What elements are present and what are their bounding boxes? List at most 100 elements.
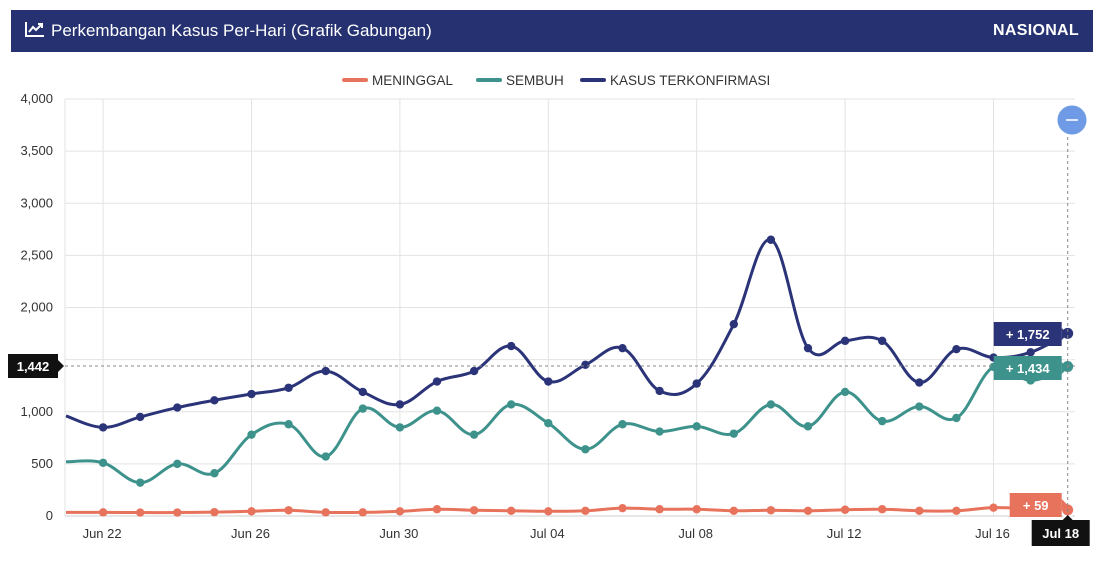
data-point-sembuh[interactable] xyxy=(469,430,479,439)
data-point-sembuh[interactable] xyxy=(432,406,442,415)
y-tick-label: 0 xyxy=(46,508,53,523)
data-point-sembuh[interactable] xyxy=(915,402,924,411)
data-point-sembuh[interactable] xyxy=(284,420,293,429)
data-point-kasus[interactable] xyxy=(655,386,664,396)
y-tick-label: 1,000 xyxy=(20,404,53,419)
data-point-meninggal[interactable] xyxy=(803,506,813,515)
data-point-meninggal[interactable] xyxy=(618,503,627,513)
data-point-kasus[interactable] xyxy=(692,379,701,388)
data-point-meninggal[interactable] xyxy=(247,507,256,516)
data-point-kasus[interactable] xyxy=(247,389,256,399)
x-tick-label: Jun 22 xyxy=(83,526,122,541)
data-point-meninggal[interactable] xyxy=(469,506,479,515)
legend-label-meninggal[interactable]: MENINGGAL xyxy=(372,73,454,88)
data-point-meninggal[interactable] xyxy=(655,505,664,514)
data-point-kasus[interactable] xyxy=(469,366,479,376)
data-point-kasus[interactable] xyxy=(878,336,887,346)
data-point-meninggal[interactable] xyxy=(952,506,961,515)
data-point-sembuh[interactable] xyxy=(655,427,664,436)
tooltip-value-kasus: + 1,752 xyxy=(1006,327,1050,342)
data-point-kasus[interactable] xyxy=(358,387,367,397)
data-point-kasus[interactable] xyxy=(915,378,924,387)
x-tick-label: Jun 26 xyxy=(231,526,270,541)
crosshair-y-label-arrow xyxy=(58,360,64,372)
data-point-sembuh[interactable] xyxy=(840,387,850,397)
data-point-sembuh[interactable] xyxy=(247,430,256,439)
data-point-kasus[interactable] xyxy=(507,341,516,351)
data-point-kasus[interactable] xyxy=(840,336,850,346)
data-point-meninggal[interactable] xyxy=(581,506,590,515)
data-point-kasus[interactable] xyxy=(432,377,442,386)
data-point-kasus[interactable] xyxy=(321,366,330,376)
tooltip-arrow-kasus xyxy=(1061,328,1068,340)
data-point-kasus[interactable] xyxy=(618,343,627,353)
data-point-meninggal[interactable] xyxy=(210,507,219,517)
data-point-kasus[interactable] xyxy=(210,396,219,405)
tooltip-arrow-sembuh xyxy=(1061,362,1068,374)
data-point-kasus[interactable] xyxy=(136,412,145,422)
x-tick-label: Jul 16 xyxy=(975,526,1010,541)
data-point-sembuh[interactable] xyxy=(544,419,553,428)
data-point-meninggal[interactable] xyxy=(173,508,182,517)
data-point-sembuh[interactable] xyxy=(136,478,145,487)
data-point-sembuh[interactable] xyxy=(952,413,961,423)
chart-title: Perkembangan Kasus Per-Hari (Grafik Gabu… xyxy=(51,21,432,40)
data-point-meninggal[interactable] xyxy=(766,506,776,515)
data-point-kasus[interactable] xyxy=(581,360,590,370)
data-point-sembuh[interactable] xyxy=(358,404,367,413)
chart-header-left: Perkembangan Kasus Per-Hari (Grafik Gabu… xyxy=(25,21,432,42)
x-tick-label: Jul 04 xyxy=(530,526,565,541)
data-point-sembuh[interactable] xyxy=(803,422,813,431)
data-point-sembuh[interactable] xyxy=(729,429,738,438)
data-point-meninggal[interactable] xyxy=(395,507,405,516)
y-tick-label: 3,000 xyxy=(20,195,53,210)
data-point-sembuh[interactable] xyxy=(618,420,627,429)
data-point-sembuh[interactable] xyxy=(98,458,108,468)
data-point-meninggal[interactable] xyxy=(358,508,367,517)
data-point-sembuh[interactable] xyxy=(581,445,590,454)
data-point-sembuh[interactable] xyxy=(766,400,776,409)
data-point-meninggal[interactable] xyxy=(840,505,850,514)
legend-label-sembuh[interactable]: SEMBUH xyxy=(506,73,564,88)
tooltip-box-sembuh xyxy=(993,356,1062,380)
data-point-meninggal[interactable] xyxy=(98,508,108,517)
data-point-sembuh[interactable] xyxy=(692,422,701,431)
data-point-kasus[interactable] xyxy=(98,423,108,432)
data-point-kasus[interactable] xyxy=(803,343,813,353)
data-point-sembuh[interactable] xyxy=(210,469,219,478)
line-chart-icon xyxy=(25,21,45,42)
data-point-meninggal[interactable] xyxy=(432,505,442,514)
data-point-sembuh[interactable] xyxy=(173,459,182,469)
data-point-kasus[interactable] xyxy=(544,377,553,386)
data-point-meninggal[interactable] xyxy=(507,506,516,515)
data-point-kasus[interactable] xyxy=(284,383,293,392)
legend-label-kasus[interactable]: KASUS TERKONFIRMASI xyxy=(610,73,770,88)
data-point-meninggal[interactable] xyxy=(915,506,924,515)
data-point-meninggal[interactable] xyxy=(729,506,738,515)
data-point-sembuh[interactable] xyxy=(395,423,405,432)
data-point-sembuh[interactable] xyxy=(507,400,516,409)
data-point-kasus[interactable] xyxy=(952,345,961,354)
data-point-meninggal[interactable] xyxy=(692,505,701,514)
data-point-meninggal[interactable] xyxy=(321,508,330,517)
data-point-sembuh[interactable] xyxy=(878,416,887,426)
data-point-meninggal[interactable] xyxy=(136,508,145,517)
data-point-meninggal[interactable] xyxy=(878,505,887,514)
data-point-meninggal[interactable] xyxy=(989,503,998,512)
x-tick-label: Jul 08 xyxy=(678,526,713,541)
crosshair-x-label-box xyxy=(1031,520,1090,546)
data-point-meninggal[interactable] xyxy=(544,507,553,516)
tooltip-box-kasus xyxy=(993,322,1062,346)
y-tick-label: 2,500 xyxy=(20,247,53,262)
data-point-kasus[interactable] xyxy=(1026,348,1035,357)
data-point-sembuh[interactable] xyxy=(321,452,330,461)
data-point-kasus[interactable] xyxy=(173,403,182,412)
series-line-meninggal xyxy=(65,506,1068,515)
data-point-meninggal[interactable] xyxy=(284,506,293,515)
data-point-kasus[interactable] xyxy=(395,400,405,409)
tooltip-arrow-meninggal xyxy=(1061,499,1068,511)
data-point-kasus[interactable] xyxy=(766,235,776,244)
chart-header: Perkembangan Kasus Per-Hari (Grafik Gabu… xyxy=(11,10,1093,52)
data-point-kasus[interactable] xyxy=(729,319,738,329)
